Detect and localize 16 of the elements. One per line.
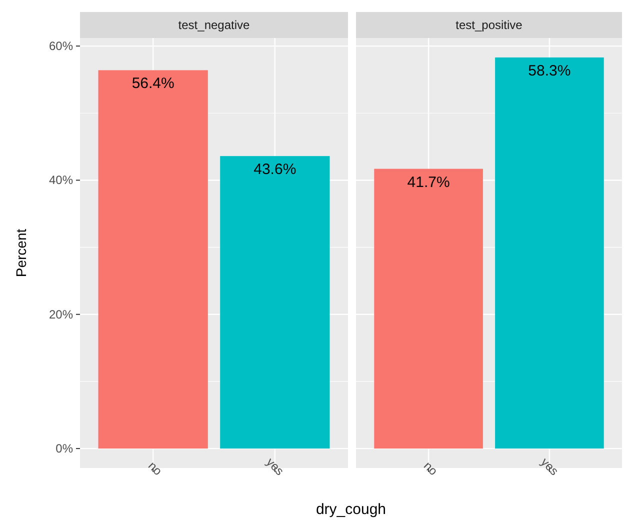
y-tick-label: 0% <box>56 442 74 456</box>
y-tick-label: 40% <box>48 173 74 188</box>
data-label: 43.6% <box>254 161 296 178</box>
chart-title: test_negative <box>178 18 250 32</box>
data-label: 56.4% <box>132 75 174 92</box>
y-tick-label: 60% <box>48 39 74 54</box>
x-tick-label: no <box>420 458 441 478</box>
x-tick-label: yes <box>264 455 287 478</box>
y-axis-title: Percent <box>13 228 29 278</box>
x-tick-label: yes <box>538 455 562 478</box>
data-label: 58.3% <box>528 62 571 80</box>
data-label: 41.7% <box>407 174 450 191</box>
chart-title: test_positive <box>456 18 523 32</box>
x-axis-title: dry_cough <box>316 501 386 518</box>
y-tick-label: 20% <box>48 307 74 322</box>
x-tick-label: no <box>146 458 166 478</box>
